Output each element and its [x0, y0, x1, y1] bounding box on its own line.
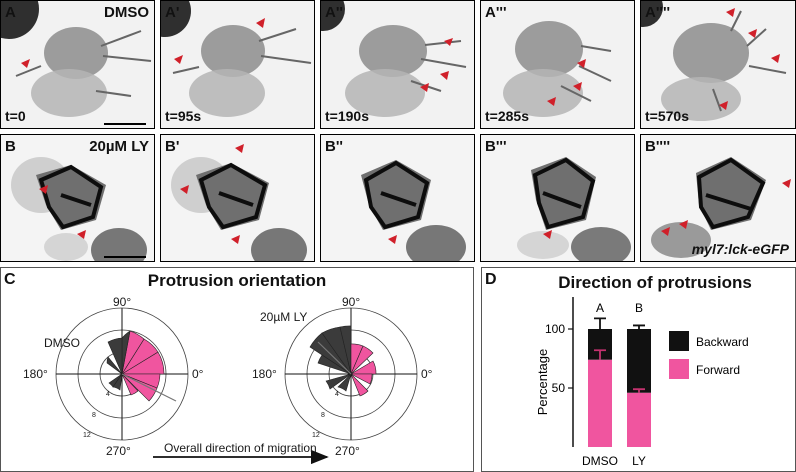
transgene-label: myl7:lck-eGFP	[691, 241, 789, 257]
micrograph-image	[161, 1, 314, 128]
micrograph-image	[1, 135, 154, 261]
panel-letter: A'''	[485, 4, 507, 21]
ring-label-4: 4	[335, 391, 339, 398]
timestamp: t=0	[5, 108, 26, 124]
panel-letter: A	[5, 4, 16, 21]
migration-arrow-label: Overall direction of migration	[164, 441, 317, 455]
plot-name-ly: 20µM LY	[260, 310, 308, 324]
panel-letter: B'	[165, 138, 180, 155]
micrograph-image	[161, 135, 314, 261]
panel-c-letter: C	[4, 271, 16, 288]
error-bar-backward-ly	[633, 324, 645, 329]
bar-backward-ly	[627, 329, 651, 393]
timestamp: t=570s	[645, 108, 689, 124]
scale-bar	[104, 256, 146, 258]
error-bar-forward-ly	[633, 388, 645, 393]
micrograph-image	[481, 1, 634, 128]
panel-letter: B'''	[485, 138, 507, 155]
panel-b: B 20µM LY	[0, 134, 155, 262]
x-label-ly: LY	[632, 454, 646, 468]
micrograph-image	[641, 135, 795, 261]
ring-label-12: 12	[312, 432, 320, 439]
micrograph-image	[481, 135, 634, 261]
bar-forward-ly	[627, 392, 651, 447]
panel-letter: B''''	[645, 138, 671, 155]
micrograph-image	[321, 1, 474, 128]
panel-b-triple-prime: B'''	[480, 134, 635, 262]
treatment-label: DMSO	[104, 4, 149, 21]
panel-c-title: Protrusion orientation	[147, 271, 327, 290]
angle-label-270: 270°	[106, 444, 131, 458]
panel-a-double-prime: A'' t=190s	[320, 0, 475, 129]
angle-label-90: 90°	[342, 295, 361, 309]
timestamp: t=95s	[165, 108, 202, 124]
y-tick-label-100: 100	[545, 322, 565, 336]
legend-label-backward: Backward	[696, 335, 749, 349]
panel-a-triple-prime: A''' t=285s	[480, 0, 635, 129]
angle-label-90: 90°	[113, 295, 132, 309]
y-axis-label: Percentage	[535, 349, 550, 416]
micrograph-image	[1, 1, 154, 128]
error-bar-backward-dmso	[594, 317, 606, 329]
significance-b: B	[635, 301, 643, 315]
panel-b-prime: B'	[160, 134, 315, 262]
error-bar-forward-dmso	[594, 349, 606, 360]
panel-letter: B	[5, 138, 16, 155]
panel-b-double-prime: B''	[320, 134, 475, 262]
legend-label-forward: Forward	[696, 363, 740, 377]
angle-label-180: 180°	[23, 367, 48, 381]
ring-label-8: 8	[92, 412, 96, 419]
rose-plot-dmso	[55, 307, 189, 441]
panel-d-letter: D	[485, 271, 497, 288]
y-tick-label-50: 50	[552, 381, 566, 395]
angle-label-0: 0°	[192, 367, 204, 381]
rose-plot-ly	[284, 307, 418, 441]
legend-swatch-forward	[669, 359, 689, 379]
x-label-dmso: DMSO	[582, 454, 618, 468]
panel-a-prime: A' t=95s	[160, 0, 315, 129]
treatment-label: 20µM LY	[89, 138, 149, 155]
plot-name-dmso: DMSO	[44, 336, 80, 350]
bar-forward-dmso	[588, 359, 612, 447]
angle-label-270: 270°	[335, 444, 360, 458]
significance-a: A	[596, 301, 604, 315]
panel-d-title: Direction of protrusions	[558, 273, 752, 292]
legend-swatch-backward	[669, 331, 689, 351]
timestamp: t=190s	[325, 108, 369, 124]
ring-label-8: 8	[321, 412, 325, 419]
panel-b-quadruple-prime: B'''' myl7:lck-eGFP	[640, 134, 796, 262]
panel-a: A DMSO t=0	[0, 0, 155, 129]
scale-bar	[104, 123, 146, 125]
panel-letter: B''	[325, 138, 343, 155]
panel-letter: A''	[325, 4, 343, 21]
ring-label-4: 4	[106, 391, 110, 398]
ring-label-12: 12	[83, 432, 91, 439]
angle-label-0: 0°	[421, 367, 433, 381]
panel-a-quadruple-prime: A'''' t=570s	[640, 0, 796, 129]
micrograph-image	[641, 1, 795, 128]
rose-plots	[55, 307, 418, 465]
micrograph-image	[321, 135, 474, 261]
timestamp: t=285s	[485, 108, 529, 124]
panel-letter: A'	[165, 4, 180, 21]
angle-label-180: 180°	[252, 367, 277, 381]
stacked-bar-chart: 100 50 Percentage A B DMSO LY Backward F…	[535, 297, 749, 468]
panel-letter: A''''	[645, 4, 671, 21]
